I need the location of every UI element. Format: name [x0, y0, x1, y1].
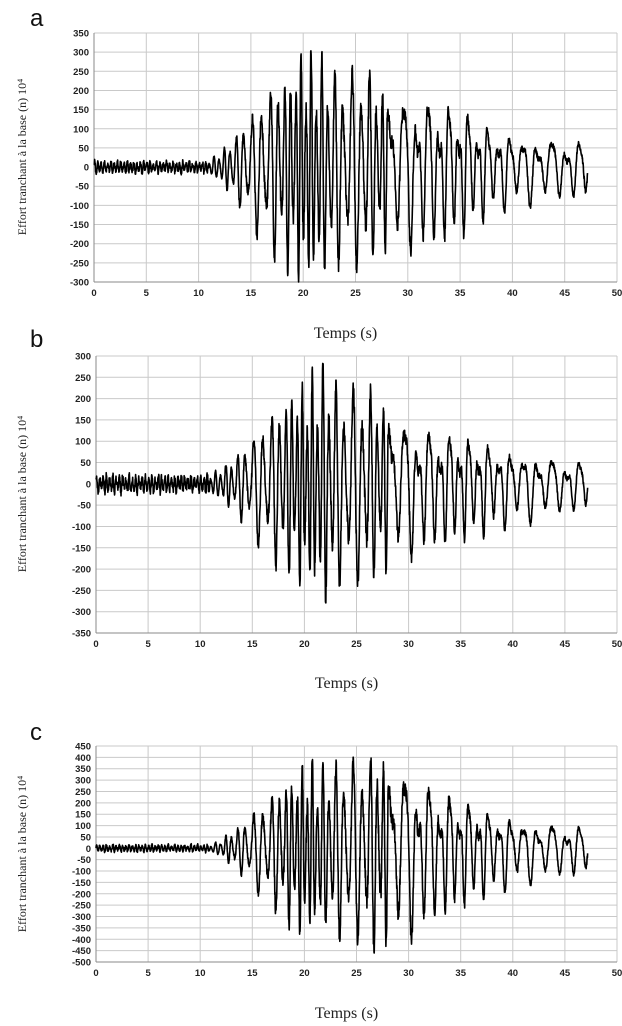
x-tick-label: 30	[403, 639, 414, 650]
x-tick-label: 15	[246, 288, 257, 299]
y-tick-label: -300	[72, 912, 91, 923]
y-tick-label: -250	[72, 901, 91, 912]
y-tick-label: 250	[73, 67, 89, 78]
x-tick-label: 35	[455, 639, 466, 650]
y-tick-label: -50	[77, 855, 91, 866]
y-tick-label: -150	[70, 220, 89, 231]
chart-panel-a: a350300250200150100500-50-100-150-200-25…	[15, 5, 622, 342]
y-axis-label: Effort tranchant à la base (n) 10⁴	[15, 416, 29, 573]
x-tick-label: 5	[145, 639, 151, 650]
y-tick-label: -250	[72, 586, 91, 597]
y-tick-label: 250	[75, 787, 91, 798]
y-tick-label: -200	[70, 239, 89, 250]
panel-letter: b	[30, 326, 43, 353]
x-tick-label: 0	[93, 639, 98, 650]
chart-panel-c: c450400350300250200150100500-50-100-150-…	[15, 719, 622, 1022]
y-tick-label: 150	[73, 105, 89, 116]
x-tick-label: 50	[612, 968, 622, 979]
y-tick-label: 50	[78, 143, 89, 154]
y-tick-label: -450	[72, 946, 91, 957]
y-tick-label: -200	[72, 565, 91, 576]
x-tick-label: 50	[612, 639, 622, 650]
chart-panel-b: b300250200150100500-50-100-150-200-250-3…	[15, 326, 622, 692]
x-tick-label: 40	[508, 968, 519, 979]
y-tick-label: 100	[75, 821, 91, 832]
y-tick-label: -350	[72, 923, 91, 934]
x-tick-label: 40	[507, 288, 518, 299]
y-tick-label: 100	[73, 124, 89, 135]
y-tick-label: 150	[75, 415, 91, 426]
x-tick-label: 40	[508, 639, 519, 650]
y-tick-label: -150	[72, 878, 91, 889]
x-tick-label: 0	[91, 288, 96, 299]
x-tick-label: 20	[299, 639, 310, 650]
y-tick-label: 50	[80, 458, 91, 469]
y-tick-label: 250	[75, 373, 91, 384]
y-tick-label: -100	[72, 867, 91, 878]
y-tick-label: -50	[77, 501, 91, 512]
y-tick-label: -350	[72, 629, 91, 640]
x-tick-label: 30	[403, 288, 414, 299]
x-tick-label: 50	[612, 288, 622, 299]
x-tick-label: 20	[298, 288, 309, 299]
x-tick-label: 45	[560, 639, 571, 650]
y-tick-label: -300	[72, 607, 91, 618]
x-axis-label: Temps (s)	[315, 675, 378, 692]
x-tick-label: 15	[247, 968, 258, 979]
y-tick-label: 0	[86, 479, 91, 490]
x-tick-label: 10	[195, 639, 206, 650]
series-line	[95, 756, 589, 954]
y-tick-label: -300	[70, 278, 89, 289]
x-tick-label: 35	[455, 968, 466, 979]
x-tick-label: 20	[299, 968, 310, 979]
y-tick-label: -200	[72, 889, 91, 900]
y-tick-label: 50	[80, 832, 91, 843]
y-tick-label: 300	[75, 352, 91, 363]
y-tick-label: 200	[73, 86, 89, 97]
series-line	[93, 50, 589, 283]
x-tick-label: 15	[247, 639, 258, 650]
y-tick-label: 200	[75, 798, 91, 809]
y-axis-label: Effort tranchant à la base (n) 10⁴	[15, 79, 29, 236]
x-tick-label: 25	[351, 639, 362, 650]
y-tick-label: -500	[72, 958, 91, 969]
y-tick-label: -100	[70, 201, 89, 212]
y-tick-label: -150	[72, 543, 91, 554]
x-tick-label: 30	[403, 968, 414, 979]
x-tick-label: 10	[195, 968, 206, 979]
y-tick-label: 350	[75, 764, 91, 775]
y-tick-label: 300	[73, 48, 89, 59]
x-tick-label: 5	[145, 968, 151, 979]
y-tick-label: -250	[70, 258, 89, 269]
x-tick-label: 25	[350, 288, 361, 299]
x-tick-label: 45	[559, 288, 570, 299]
y-tick-label: 350	[73, 29, 89, 40]
y-tick-label: -100	[72, 522, 91, 533]
x-tick-label: 10	[193, 288, 204, 299]
x-axis-label: Temps (s)	[314, 325, 377, 342]
y-tick-label: 300	[75, 776, 91, 787]
series-line	[95, 362, 589, 604]
x-axis-label: Temps (s)	[315, 1005, 378, 1022]
y-tick-label: 150	[75, 810, 91, 821]
y-tick-label: 200	[75, 394, 91, 405]
x-tick-label: 25	[351, 968, 362, 979]
y-tick-label: 0	[86, 844, 91, 855]
x-tick-label: 45	[560, 968, 571, 979]
x-tick-label: 35	[455, 288, 466, 299]
y-tick-label: -400	[72, 935, 91, 946]
y-tick-label: 0	[84, 163, 89, 174]
y-tick-label: -50	[75, 182, 89, 193]
x-tick-label: 0	[93, 968, 98, 979]
y-tick-label: 450	[75, 742, 91, 753]
y-tick-label: 400	[75, 753, 91, 764]
y-tick-label: 100	[75, 437, 91, 448]
y-axis-label: Effort tranchant à la base (n) 10⁴	[15, 776, 29, 933]
panel-letter: a	[30, 5, 44, 32]
panel-letter: c	[30, 719, 42, 746]
x-tick-label: 5	[144, 288, 150, 299]
